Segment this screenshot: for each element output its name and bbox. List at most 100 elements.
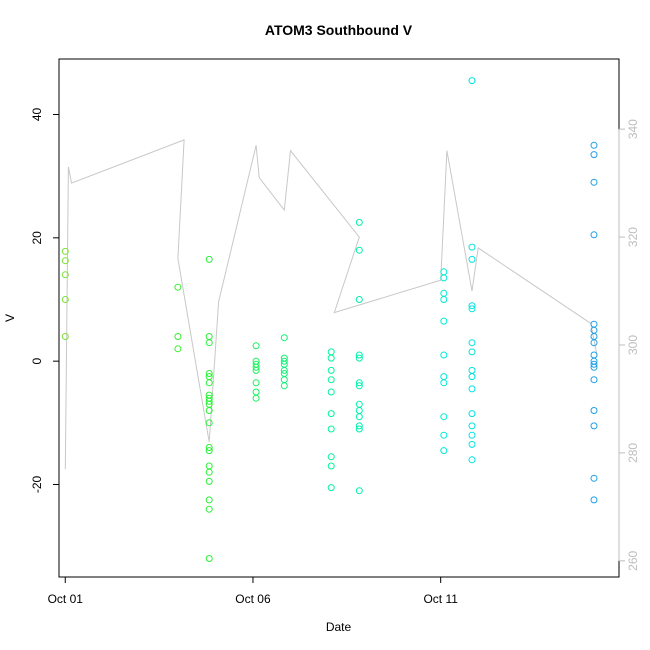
data-point [355,296,363,303]
data-point [590,320,598,328]
series-points-layer [61,77,598,562]
data-point [468,366,476,374]
data-point [327,484,335,492]
data-point [440,431,448,439]
data-point [468,385,476,393]
data-point [355,487,363,495]
data-point [590,141,598,149]
data-point [205,391,213,399]
x-tick-label: Oct 06 [235,592,271,606]
data-point [327,354,335,362]
data-point [327,425,335,433]
data-point [252,357,260,365]
data-point [355,400,363,408]
data-point [440,289,448,297]
data-point [590,474,598,482]
data-point [174,283,182,291]
data-point [468,305,476,313]
data-point [468,339,476,347]
data-point [61,333,69,340]
right-axis-tick-label: 300 [626,335,640,355]
data-point [205,477,213,485]
data-point [355,422,363,430]
data-point [355,425,363,433]
y-axis-label: V [3,314,17,322]
data-point [468,302,476,310]
plot-frame [58,58,620,578]
data-point [280,382,288,390]
data-point [327,376,335,384]
data-point [205,496,213,504]
data-point [468,440,476,448]
data-point [252,394,260,402]
data-point [327,348,335,356]
data-point [355,382,363,390]
data-point [280,357,288,365]
data-point [327,388,335,396]
data-point [205,419,213,427]
data-point [468,77,476,85]
data-point [468,456,476,464]
data-point [205,333,213,340]
data-point [355,218,363,226]
data-point [355,413,363,421]
axes-layer: -20 0 20 40 Oct 01 Oct 06 Oct 11 260 280 300 320 34… [30,108,640,606]
data-point [327,410,335,418]
data-point [252,342,260,350]
data-point [280,376,288,384]
data-point [355,351,363,359]
data-point [327,462,335,470]
data-point [355,379,363,387]
data-point [252,360,260,368]
right-axis-tick-label: 280 [626,443,640,463]
data-point [468,410,476,418]
data-point [440,268,448,276]
data-point [205,505,213,513]
data-point [440,379,448,387]
data-point [590,496,598,504]
data-point [205,339,213,347]
data-point [61,296,69,303]
data-point [205,370,213,377]
data-point [327,366,335,374]
data-point [590,231,598,239]
data-point [252,379,260,387]
data-point [590,351,598,359]
data-point [590,360,598,368]
y-tick-label: 40 [30,108,44,122]
right-axis-tick-label: 260 [626,550,640,570]
data-point [440,413,448,421]
chart-title: ATOM3 Southbound V [265,22,413,38]
data-point [205,447,213,455]
x-axis-label: Date [326,620,352,634]
data-point [468,255,476,263]
data-point [205,255,213,263]
data-point [468,373,476,381]
data-point [205,394,213,402]
data-point [174,333,182,340]
x-tick-label: Oct 01 [48,592,84,606]
data-point [205,462,213,470]
data-point [174,345,182,353]
right-axis-tick-label: 320 [626,227,640,247]
data-point [205,468,213,476]
y-tick-label: -20 [30,476,44,494]
data-point [280,354,288,362]
data-point [280,370,288,377]
data-point [355,246,363,254]
data-point [468,348,476,356]
data-point [440,274,448,282]
data-point [327,453,335,461]
data-point [468,431,476,439]
data-point [205,555,213,562]
series-line [64,139,598,470]
y-tick-label: 20 [30,231,44,245]
data-point [590,376,598,384]
data-point [590,407,598,414]
y-tick-label: 0 [30,358,44,365]
data-point [61,257,69,265]
data-point [440,447,448,455]
x-tick-label: Oct 11 [423,592,458,606]
data-point [252,388,260,396]
data-point [205,373,213,381]
